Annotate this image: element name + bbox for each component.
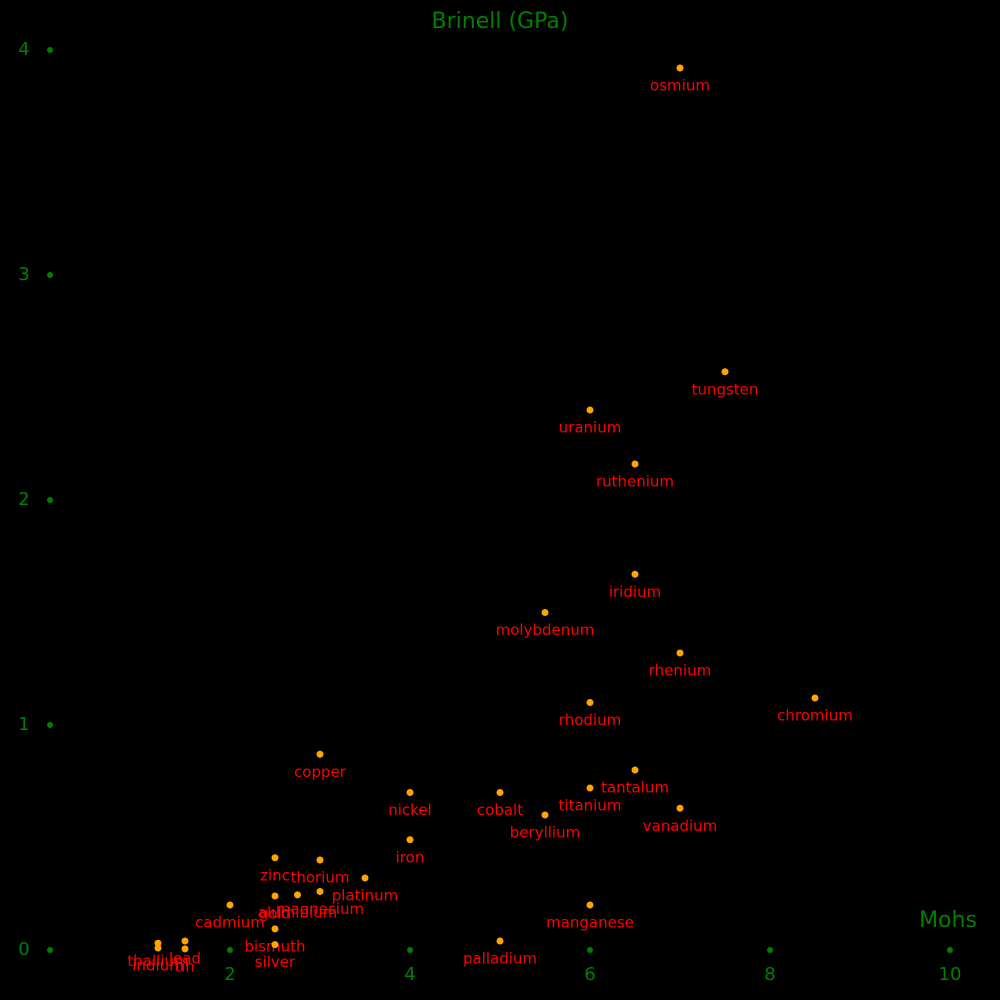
point-label: iridium	[609, 583, 661, 601]
point	[586, 406, 594, 414]
y-tick	[47, 272, 53, 278]
point-label: platinum	[332, 887, 399, 905]
point-label: aluminium	[258, 903, 337, 921]
y-tick	[47, 497, 53, 503]
point-label: nickel	[388, 801, 431, 819]
x-tick-label: 10	[939, 964, 962, 985]
x-tick	[947, 947, 953, 953]
point	[271, 941, 279, 949]
point	[541, 609, 549, 616]
point	[406, 836, 414, 844]
point	[496, 789, 504, 796]
y-tick-label: 2	[18, 489, 29, 510]
point-label: palladium	[463, 950, 537, 968]
point-label: silver	[255, 953, 296, 971]
y-tick-label: 1	[18, 714, 29, 735]
x-tick	[407, 947, 413, 953]
point	[316, 856, 324, 864]
point	[316, 888, 324, 895]
point-label: osmium	[650, 77, 710, 95]
point-label: thallium	[127, 952, 188, 970]
point-label: titanium	[559, 797, 622, 815]
x-tick-label: 2	[224, 964, 235, 985]
point-label: zinc	[260, 866, 290, 884]
point	[721, 368, 729, 376]
point	[181, 937, 189, 945]
point-label: magnesium	[276, 900, 364, 918]
point	[811, 694, 819, 702]
point	[676, 649, 684, 657]
point	[226, 901, 234, 909]
point	[294, 891, 301, 899]
x-tick-label: 8	[764, 964, 775, 985]
point-label: tin	[175, 957, 195, 975]
point	[271, 925, 279, 933]
point-label: thorium	[290, 869, 349, 887]
point	[631, 766, 639, 774]
point-label: cadmium	[195, 914, 265, 932]
point-label: ruthenium	[596, 473, 674, 491]
point-label: indium	[132, 956, 183, 974]
point	[586, 699, 594, 706]
point	[676, 64, 684, 72]
point-label: rhodium	[559, 711, 621, 729]
point-label: cobalt	[477, 801, 523, 819]
x-tick	[767, 947, 773, 953]
y-tick	[47, 47, 53, 53]
point-label: vanadium	[643, 817, 718, 835]
x-tick	[587, 947, 593, 953]
point	[541, 811, 549, 819]
point-label: uranium	[559, 419, 622, 437]
point-label: lead	[169, 950, 201, 968]
point-label: molybdenum	[496, 621, 595, 639]
y-tick	[47, 947, 53, 953]
point-label: gold	[259, 905, 291, 923]
point-label: copper	[294, 763, 347, 781]
y-tick-label: 3	[18, 264, 29, 285]
point-label: chromium	[777, 707, 853, 725]
point	[586, 784, 594, 792]
y-tick	[47, 722, 53, 728]
point	[631, 570, 639, 578]
point	[586, 901, 594, 909]
x-tick-label: 4	[404, 964, 415, 985]
point-label: tantalum	[601, 779, 669, 797]
point	[676, 804, 684, 812]
chart-title: Brinell (GPa)	[432, 9, 569, 34]
point	[271, 892, 279, 900]
point	[271, 854, 279, 862]
point	[496, 937, 504, 945]
point	[154, 944, 162, 952]
point	[631, 460, 639, 468]
point	[181, 945, 189, 953]
y-tick-label: 0	[18, 939, 29, 960]
x-tick-label: 6	[584, 964, 595, 985]
point-label: manganese	[546, 914, 634, 932]
x-tick	[227, 947, 233, 953]
point	[361, 874, 369, 882]
point	[316, 750, 324, 758]
x-axis-title: Mohs	[919, 908, 977, 933]
point-label: rhenium	[649, 662, 711, 680]
y-tick-label: 4	[18, 39, 29, 60]
point-label: beryllium	[510, 824, 580, 842]
point-label: iron	[396, 848, 425, 866]
point	[406, 789, 414, 796]
point-label: tungsten	[692, 380, 759, 398]
